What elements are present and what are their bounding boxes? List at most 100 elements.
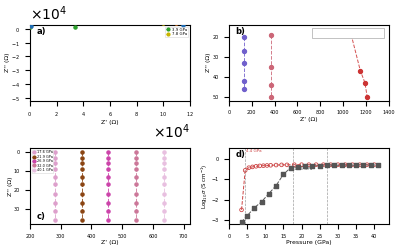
X-axis label: Pressure (GPa): Pressure (GPa) (286, 240, 332, 245)
Point (161, 156, 167, 160)
Point (240, 78, 247, 82)
Point (79, 174, 86, 178)
Point (27, 25, 33, 29)
Point (364, 94, 370, 98)
Point (273, 163, 279, 167)
Point (40, 6, 46, 10)
Point (242, 168, 248, 172)
Y-axis label: Z'' (Ω): Z'' (Ω) (5, 53, 10, 72)
Y-axis label: Log$_{10}$$\sigma$ (S cm$^{-1}$): Log$_{10}$$\sigma$ (S cm$^{-1}$) (200, 163, 210, 209)
Point (273, 184, 279, 188)
Point (79, 192, 86, 196)
Point (30, 6, 36, 10)
Point (133, 161, 139, 165)
Point (240, 86, 247, 90)
Point (28, 19, 34, 23)
Point (133, 156, 139, 160)
Point (31, 13, 37, 17)
Point (268, 33, 274, 37)
Point (180, 23, 186, 27)
Point (342, 163, 348, 167)
Point (268, 163, 274, 167)
Point (105, 201, 112, 205)
Point (161, 192, 167, 196)
Point (161, 218, 167, 222)
Point (264, 164, 270, 168)
Point (238, 208, 245, 212)
Point (51, 192, 58, 196)
Point (105, 209, 112, 213)
Point (156, 3, 162, 7)
Point (364, 163, 370, 167)
Point (79, 150, 86, 154)
Point (27, 24, 33, 28)
Point (368, 163, 374, 167)
Point (105, 167, 112, 171)
Point (356, 163, 363, 167)
Point (35, 9, 41, 13)
Point (288, 166, 294, 170)
Point (51, 218, 58, 222)
Point (362, 80, 368, 84)
Point (133, 150, 139, 154)
Point (161, 182, 167, 186)
Point (298, 163, 305, 167)
Point (161, 167, 167, 171)
Point (28, 24, 34, 28)
Point (268, 94, 274, 98)
Point (260, 164, 266, 168)
Point (258, 200, 265, 204)
Point (46, 4, 52, 8)
Text: 17.6 GPa: 17.6 GPa (294, 167, 313, 171)
Text: d): d) (235, 150, 245, 159)
Text: 26.9 GPa: 26.9 GPa (328, 164, 347, 168)
Point (105, 150, 112, 154)
Bar (312, 28, 384, 38)
Point (105, 161, 112, 165)
Y-axis label: Z'' (Ω): Z'' (Ω) (206, 53, 212, 72)
Point (161, 201, 167, 205)
Point (133, 167, 139, 171)
Point (346, 163, 352, 167)
Point (105, 218, 112, 222)
Point (251, 206, 258, 210)
Point (335, 163, 341, 167)
Text: c): c) (36, 212, 45, 221)
Point (27, 21, 33, 25)
Point (238, 220, 245, 224)
Point (371, 163, 378, 167)
X-axis label: Z' (Ω): Z' (Ω) (101, 240, 119, 245)
Point (309, 164, 316, 168)
Point (105, 174, 112, 178)
Point (302, 164, 308, 168)
Point (105, 192, 112, 196)
Point (79, 201, 86, 205)
Point (51, 201, 58, 205)
Point (249, 165, 256, 169)
Point (266, 192, 272, 196)
Point (79, 218, 86, 222)
Point (70, 18, 77, 22)
Point (30, 9, 36, 13)
Point (79, 161, 86, 165)
Point (348, 33, 354, 37)
Point (306, 163, 312, 167)
X-axis label: Z' (Ω): Z' (Ω) (300, 117, 318, 122)
Point (51, 150, 58, 154)
Point (79, 156, 86, 160)
Point (280, 172, 286, 176)
Point (295, 165, 301, 169)
Point (52, 4, 59, 8)
Point (133, 201, 139, 205)
Point (240, 35, 247, 39)
Point (177, 5, 184, 9)
Text: b): b) (235, 27, 245, 36)
Point (284, 163, 290, 167)
Point (268, 64, 274, 68)
Point (338, 163, 345, 167)
Point (331, 163, 338, 167)
Point (360, 163, 367, 167)
Y-axis label: Z'' (Ω): Z'' (Ω) (8, 176, 12, 196)
Point (161, 209, 167, 213)
Point (68, 12, 74, 16)
